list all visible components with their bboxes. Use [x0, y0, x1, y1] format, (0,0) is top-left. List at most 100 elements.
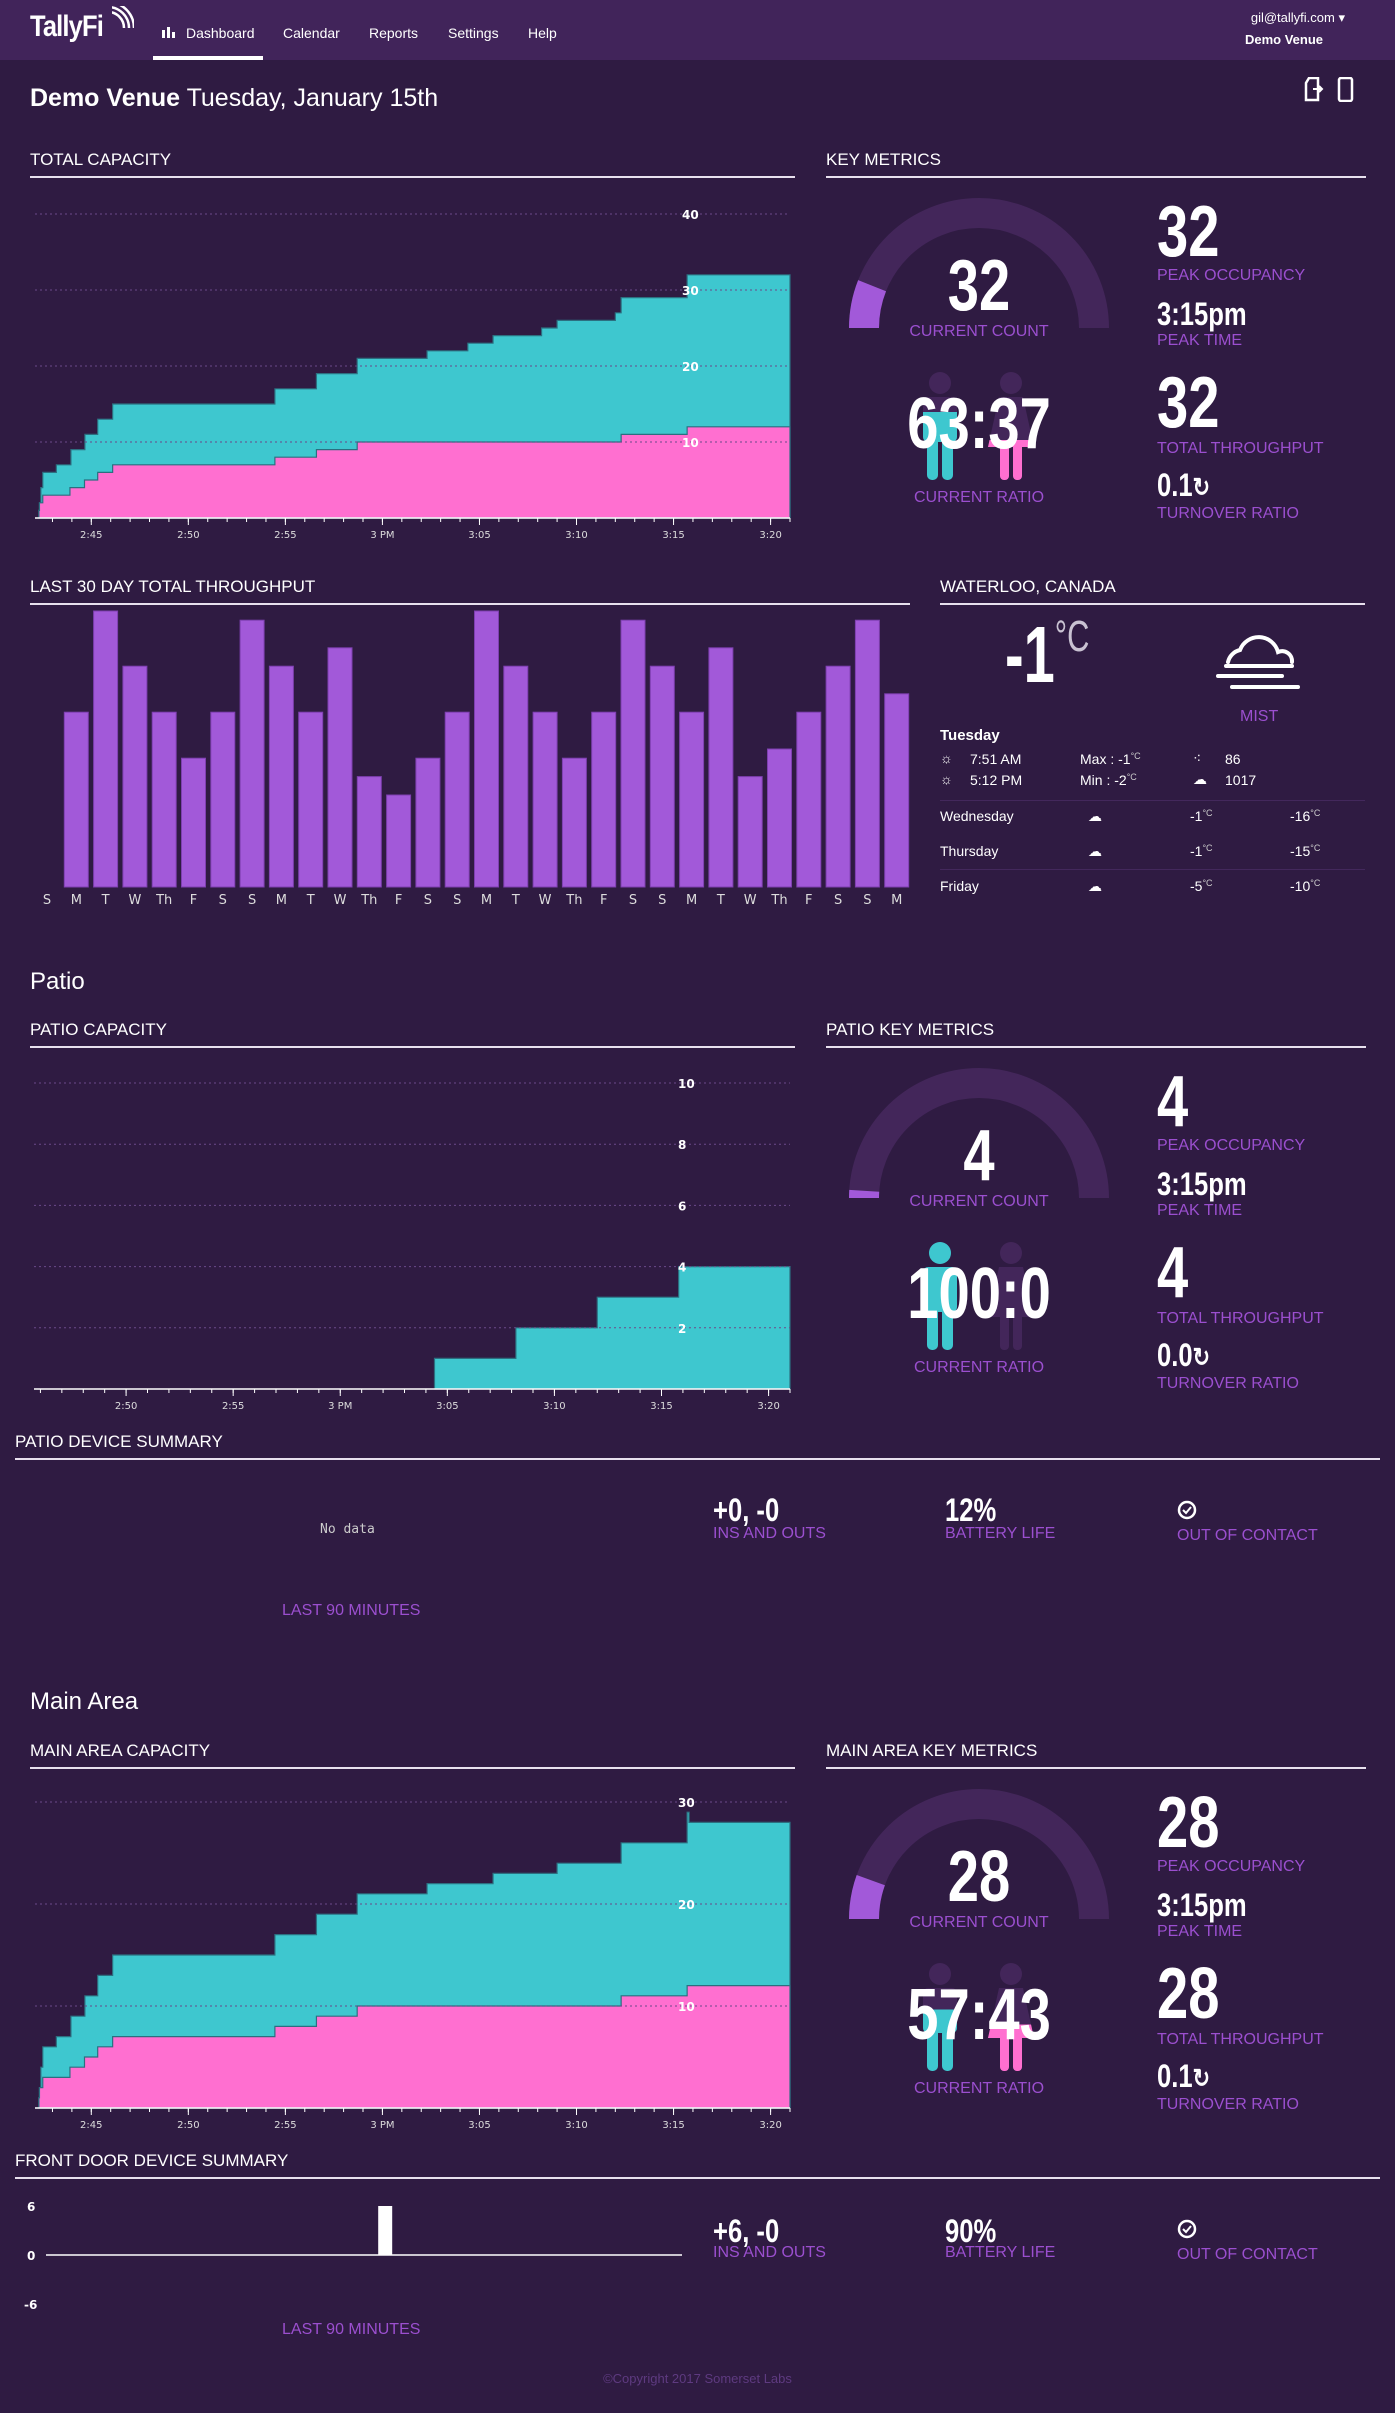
- male-figure-icon: [923, 372, 957, 480]
- bar: [649, 665, 675, 888]
- mobile-device-icon[interactable]: [1337, 77, 1354, 102]
- y-tick-label: 0: [27, 2249, 35, 2263]
- x-tick-label: W: [334, 893, 347, 908]
- y-tick-label: 20: [678, 1898, 695, 1912]
- forecast-low: -10: [1290, 878, 1311, 894]
- bar: [737, 776, 763, 888]
- x-tick-label: S: [424, 893, 432, 908]
- user-email[interactable]: gil@tallyfi.com: [1250, 10, 1335, 25]
- export-icon[interactable]: [1304, 77, 1324, 102]
- total-throughput-label: TOTAL THROUGHPUT: [1157, 1310, 1324, 1327]
- y-tick-label: -6: [24, 2298, 37, 2312]
- metrics-header: KEY METRICS: [826, 150, 1366, 178]
- y-tick-label: 2: [678, 1322, 686, 1336]
- peak-time-label: PEAK TIME: [1157, 332, 1243, 349]
- bar: [796, 711, 822, 888]
- unit: °C: [1310, 878, 1321, 888]
- y-tick-label: 30: [678, 1796, 695, 1810]
- bar: [679, 711, 705, 888]
- x-tick-label: W: [539, 893, 552, 908]
- x-tick-label: 3 PM: [328, 1401, 352, 1412]
- peak-occupancy-value: 4: [1157, 1062, 1189, 1142]
- current-count-label: CURRENT COUNT: [909, 1914, 1049, 1931]
- total-capacity-chart: 10 20 30 40 2:45 2:50 2:55 3 PM 3:05 3:10 3:15 3:20: [35, 208, 791, 541]
- area-series-female: [38, 426, 791, 519]
- x-tick-label: 2:45: [80, 2120, 102, 2130]
- current-count-label: CURRENT COUNT: [909, 323, 1049, 340]
- venue-name: Demo Venue: [1244, 32, 1323, 47]
- x-tick-label: 3:05: [436, 1401, 458, 1412]
- mist-icon: [1216, 635, 1300, 689]
- bar-chart-icon: [162, 27, 175, 38]
- user-menu[interactable]: gil@tallyfi.com ▾: [1251, 10, 1345, 26]
- snow-cloud-icon: ☁: [1088, 843, 1102, 859]
- gauge-track: [849, 198, 1109, 329]
- divider: [940, 869, 1365, 870]
- bar: [825, 665, 851, 888]
- male-figure-icon: [923, 1963, 957, 2071]
- bar: [327, 647, 353, 888]
- peak-occupancy-value: 32: [1157, 192, 1220, 272]
- x-tick-label: S: [834, 893, 842, 908]
- max-temp: Max : -1: [1080, 751, 1131, 767]
- current-ratio-label: CURRENT RATIO: [913, 1359, 1045, 1376]
- nav-reports[interactable]: Reports: [369, 25, 419, 41]
- nav-calendar[interactable]: Calendar: [283, 25, 340, 41]
- nav-help[interactable]: Help: [528, 25, 557, 41]
- metrics-header: PATIO KEY METRICS: [826, 1020, 1366, 1048]
- forecast-high: -5: [1190, 878, 1203, 894]
- x-tick-label: S: [863, 893, 871, 908]
- x-tick-label: M: [71, 893, 82, 908]
- x-tick-label: 2:55: [222, 1401, 244, 1412]
- bar: [561, 757, 587, 888]
- x-tick-label: S: [453, 893, 461, 908]
- ins-outs-label: INS AND OUTS: [713, 2244, 826, 2261]
- patio-device-header: PATIO DEVICE SUMMARY: [15, 1432, 1380, 1460]
- current-count-wrap: 4: [879, 1120, 1079, 1192]
- total-capacity-header: TOTAL CAPACITY: [30, 150, 795, 178]
- x-tick-label: T: [511, 893, 520, 908]
- bar: [386, 794, 412, 888]
- x-tick-label: 3 PM: [370, 530, 394, 541]
- forecast-low: -16: [1290, 808, 1311, 824]
- bar: [239, 619, 265, 888]
- x-tick-label: 3:15: [662, 530, 684, 541]
- turnover-value: 0.0: [1157, 1337, 1193, 1373]
- caret-down-icon[interactable]: ▾: [1338, 10, 1345, 25]
- x-tick-label: Th: [770, 893, 787, 908]
- x-tick-label: Th: [360, 893, 377, 908]
- nav-settings[interactable]: Settings: [448, 25, 499, 41]
- ins-outs-label: INS AND OUTS: [713, 1525, 826, 1542]
- refresh-icon: ↻: [1192, 2063, 1211, 2093]
- area-series-female: [38, 1985, 791, 2109]
- bar: [503, 665, 529, 888]
- ratio-wrap: 57:43: [849, 1979, 1109, 2051]
- temperature-unit: °C: [1054, 612, 1090, 661]
- x-tick-label: F: [600, 893, 607, 908]
- nav-dashboard[interactable]: Dashboard: [186, 25, 255, 41]
- y-tick-label: 6: [678, 1199, 686, 1213]
- humidity-value: 86: [1225, 751, 1241, 767]
- male-figure-icon: [923, 1242, 957, 1350]
- front-door-battery: 90%: [945, 2213, 997, 2249]
- current-ratio-label: CURRENT RATIO: [913, 489, 1045, 506]
- forecast-day: Friday: [940, 878, 979, 894]
- patio-capacity-header: PATIO CAPACITY: [30, 1020, 795, 1048]
- bar: [93, 610, 119, 888]
- tallyfi-logo[interactable]: TallyFi: [30, 10, 104, 43]
- patio-ins-outs: +0, -0: [713, 1492, 780, 1528]
- front-door-ins-outs: +6, -0: [713, 2213, 780, 2249]
- bar: [210, 711, 236, 888]
- snow-cloud-icon: ☁: [1088, 878, 1102, 894]
- last-90-minutes-label: LAST 90 MINUTES: [282, 2321, 421, 2338]
- x-tick-label: F: [395, 893, 402, 908]
- x-tick-label: 2:45: [80, 530, 102, 541]
- y-tick-label: 6: [27, 2200, 35, 2214]
- x-tick-label: W: [128, 893, 141, 908]
- sunrise-time: 7:51 AM: [970, 751, 1022, 767]
- area-series-total: [433, 1266, 791, 1390]
- x-tick-label: 2:50: [177, 2120, 199, 2130]
- peak-time-label: PEAK TIME: [1157, 1923, 1243, 1940]
- turnover-label: TURNOVER RATIO: [1157, 2096, 1299, 2113]
- top-navbar: TallyFi Dashboard Calendar Reports Setti…: [0, 0, 1395, 60]
